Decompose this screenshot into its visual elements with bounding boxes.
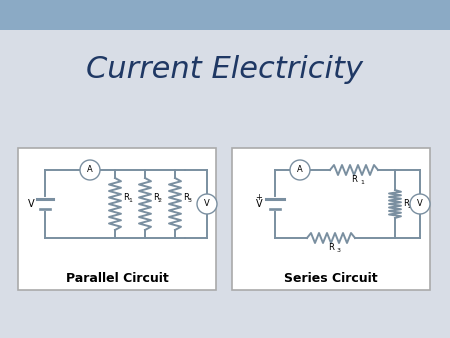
Text: R: R [328, 242, 334, 251]
Text: R: R [403, 199, 409, 209]
Bar [0, 0, 450, 30]
Text: V: V [417, 199, 423, 209]
Text: V: V [256, 199, 262, 209]
Circle shape [290, 160, 310, 180]
Circle shape [410, 194, 430, 214]
Text: R: R [123, 193, 129, 202]
Text: R: R [351, 174, 357, 184]
Text: 1: 1 [360, 179, 364, 185]
Circle shape [197, 194, 217, 214]
Text: 3: 3 [188, 198, 192, 203]
Text: Series Circuit: Series Circuit [284, 271, 378, 285]
Circle shape [80, 160, 100, 180]
Text: 3: 3 [337, 247, 341, 252]
Text: Parallel Circuit: Parallel Circuit [66, 271, 168, 285]
Text: 1: 1 [128, 198, 132, 203]
Text: R: R [183, 193, 189, 202]
Bar [232, 148, 430, 290]
Text: R: R [153, 193, 159, 202]
Text: V: V [204, 199, 210, 209]
Text: A: A [297, 166, 303, 174]
Text: 2: 2 [408, 204, 412, 210]
Text: 2: 2 [158, 198, 162, 203]
Bar [18, 148, 216, 290]
Text: V: V [28, 199, 34, 209]
Text: Current Electricity: Current Electricity [86, 55, 364, 84]
Text: A: A [87, 166, 93, 174]
Text: +: + [256, 193, 262, 201]
